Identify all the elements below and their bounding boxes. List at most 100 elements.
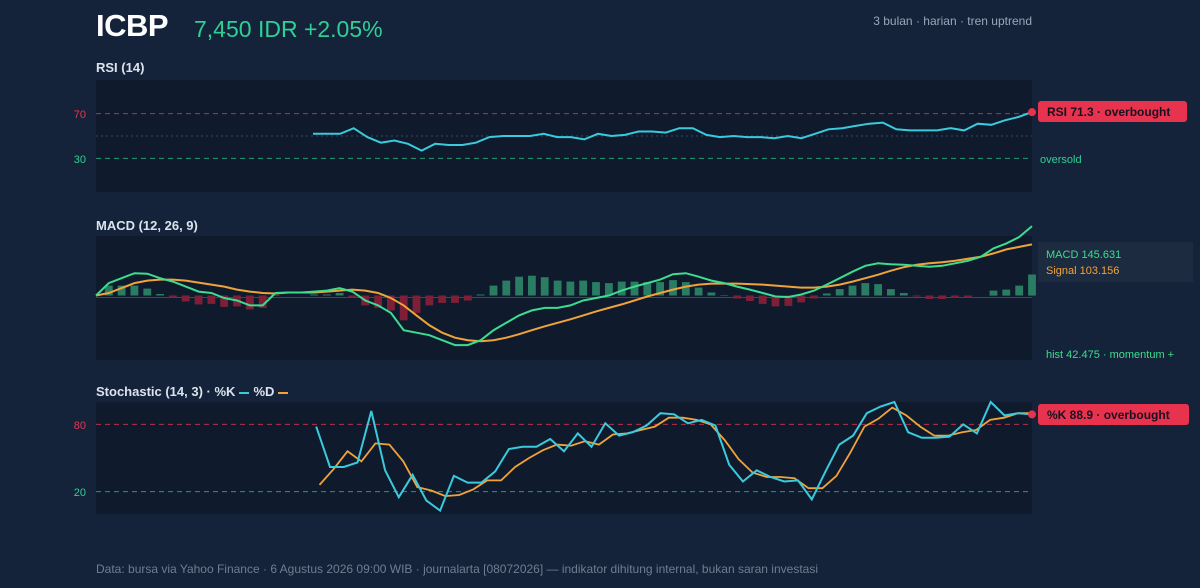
macd-histogram-bar xyxy=(387,295,395,311)
macd-histogram-bar xyxy=(617,281,626,296)
macd-histogram-bar xyxy=(810,295,818,299)
macd-histogram-bar xyxy=(899,293,908,296)
macd-histogram-bar xyxy=(169,295,177,298)
rsi-line xyxy=(313,111,1033,152)
macd-histogram-bar xyxy=(643,282,652,296)
macd-histogram-bar xyxy=(451,295,459,303)
macd-histogram-bar xyxy=(1028,274,1036,296)
macd-histogram-bar xyxy=(335,293,344,296)
macd-histogram-bar xyxy=(540,277,549,296)
macd-histogram-bar xyxy=(1015,285,1024,296)
macd-panel-title: MACD (12, 26, 9) xyxy=(96,218,198,233)
macd-histogram-bar xyxy=(156,294,164,296)
macd-histogram-bar xyxy=(143,288,152,296)
stoch-d-legend-swatch xyxy=(278,391,289,394)
signal-value-label: Signal 103.156 xyxy=(1046,265,1119,277)
stoch-panel xyxy=(96,402,1032,514)
macd-legend-box xyxy=(1038,242,1193,282)
macd-histogram-bar xyxy=(951,295,959,298)
stoch-20-label: 20 xyxy=(74,487,86,499)
macd-histogram-bar xyxy=(912,295,921,297)
macd-histogram-bar xyxy=(515,276,523,296)
macd-histogram-bar xyxy=(130,285,139,296)
rsi-70-label: 70 xyxy=(74,109,86,121)
macd-histogram-bar xyxy=(848,285,857,296)
macd-line xyxy=(95,225,1033,347)
macd-histogram-bar xyxy=(245,295,254,310)
macd-histogram-bar xyxy=(117,285,126,296)
macd-histogram-bar xyxy=(938,295,947,299)
macd-histogram-bar xyxy=(399,295,408,321)
macd-histogram-bar xyxy=(694,287,703,296)
stoch-k-line xyxy=(315,400,1033,513)
macd-histogram-bar xyxy=(835,289,844,296)
macd-histogram-bar xyxy=(733,295,741,299)
macd-histogram-bar xyxy=(746,295,754,301)
rsi-last-dot xyxy=(1028,108,1036,117)
macd-histogram-bar xyxy=(630,281,639,296)
macd-histogram-bar xyxy=(758,295,767,304)
macd-histogram-bar xyxy=(669,280,677,296)
macd-histogram-bar xyxy=(681,282,690,296)
macd-histogram-bar xyxy=(528,275,536,296)
macd-histogram-bar xyxy=(258,295,267,308)
chart-meta: 3 bulan · harian · tren uptrend xyxy=(873,14,1032,28)
rsi-panel-title: RSI (14) xyxy=(96,60,145,75)
macd-histogram-bar xyxy=(797,295,806,303)
footer-source: Data: bursa via Yahoo Finance · 6 Agustu… xyxy=(96,562,818,576)
stoch-title-d: %D xyxy=(253,384,275,399)
macd-histogram-bar xyxy=(566,281,575,296)
stoch-title-prefix: Stochastic (14, 3) · %K xyxy=(96,384,236,399)
hist-value-label: hist 42.475 · momentum + xyxy=(1046,349,1174,361)
macd-histogram-bar xyxy=(553,280,562,296)
stoch-badge xyxy=(1038,404,1189,425)
macd-histogram-bar xyxy=(104,285,113,296)
macd-histogram-bar xyxy=(925,295,934,299)
macd-histogram-bar xyxy=(425,295,434,306)
macd-histogram-bar xyxy=(656,282,664,296)
rsi-badge-text: RSI 71.3 · overbought xyxy=(1047,105,1170,119)
macd-histogram-bar xyxy=(502,280,511,296)
macd-histogram-bar xyxy=(194,295,203,305)
macd-histogram-bar xyxy=(412,295,421,313)
stoch-k-legend-swatch xyxy=(239,391,250,394)
macd-histogram-bar xyxy=(989,290,998,296)
macd-histogram-bar xyxy=(220,295,229,307)
macd-histogram-bar xyxy=(784,295,793,306)
stoch-80-label: 80 xyxy=(74,420,86,432)
stoch-badge-text: %K 88.9 · overbought xyxy=(1047,408,1170,422)
macd-histogram-bar xyxy=(707,292,716,296)
macd-histogram-bar xyxy=(874,284,882,296)
macd-histogram-bar xyxy=(1002,289,1011,296)
ticker-symbol: ICBP xyxy=(96,8,169,43)
rsi-30-label: 30 xyxy=(74,154,86,166)
macd-histogram-bar xyxy=(887,289,895,296)
signal-line xyxy=(95,243,1033,343)
macd-histogram-bar xyxy=(964,295,972,298)
macd-histogram-bar xyxy=(271,295,280,296)
macd-histogram-bar xyxy=(605,283,613,296)
stoch-last-dot xyxy=(1028,410,1036,419)
macd-histogram-bar xyxy=(310,294,318,296)
macd-histogram-bar xyxy=(463,295,472,301)
macd-histogram-bar xyxy=(438,295,447,303)
macd-histogram-bar xyxy=(771,295,780,307)
macd-value-label: MACD 145.631 xyxy=(1046,249,1121,261)
rsi-oversold-text: oversold xyxy=(1040,154,1082,166)
macd-histogram-bar xyxy=(207,295,216,304)
stoch-d-line xyxy=(318,406,1032,498)
macd-histogram-bar xyxy=(181,295,190,302)
macd-histogram-bar xyxy=(374,295,382,308)
macd-histogram-bar xyxy=(489,285,498,296)
macd-histogram-bar xyxy=(348,295,357,298)
macd-histogram-bar xyxy=(861,283,870,296)
price-change: 7,450 IDR +2.05% xyxy=(194,16,383,42)
macd-histogram-bar xyxy=(822,293,831,296)
macd-histogram-bar xyxy=(322,294,331,296)
stoch-panel-title: Stochastic (14, 3) · %K %D xyxy=(96,384,289,399)
macd-histogram-bar xyxy=(592,282,600,296)
macd-histogram-bar xyxy=(476,294,485,296)
macd-histogram-bar xyxy=(579,280,588,296)
macd-histogram-bar xyxy=(720,295,729,296)
